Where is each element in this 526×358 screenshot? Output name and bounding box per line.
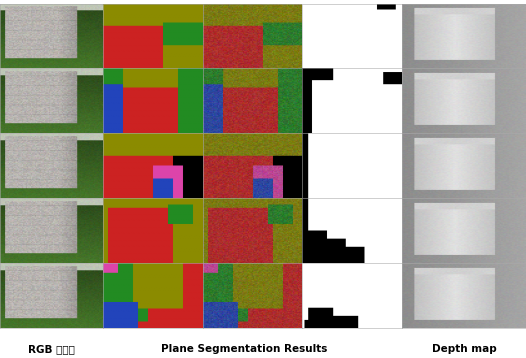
Text: Depth map: Depth map <box>431 344 497 354</box>
Text: Plane Segmentation Results: Plane Segmentation Results <box>161 344 328 354</box>
Text: RGB 이미지: RGB 이미지 <box>27 344 75 354</box>
